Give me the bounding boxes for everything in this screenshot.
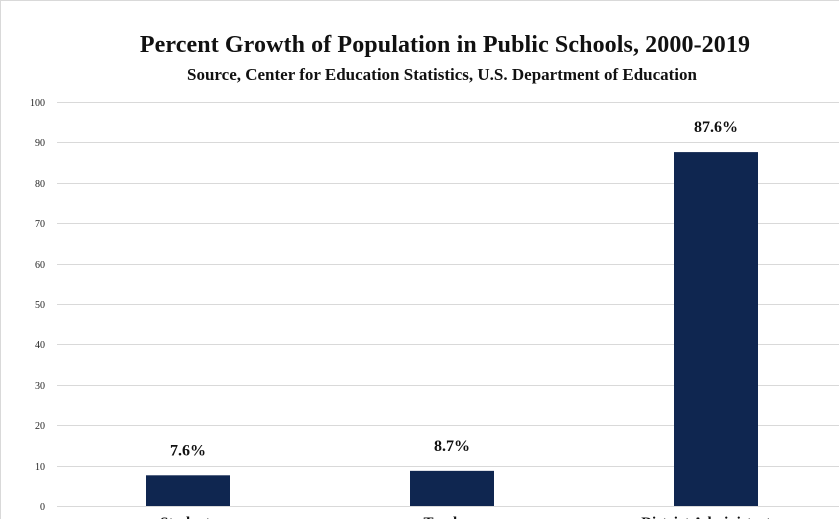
y-tick-label: 40 xyxy=(35,340,45,351)
data-labels: 7.6% 8.7% 87.6% xyxy=(170,119,738,459)
y-tick-label: 10 xyxy=(35,462,45,473)
y-tick-label: 80 xyxy=(35,179,45,190)
category-label: District Administrators xyxy=(641,515,791,519)
y-tick-label: 0 xyxy=(40,502,45,513)
bar-district-administrators xyxy=(674,152,758,506)
data-label: 8.7% xyxy=(434,438,470,455)
y-tick-label: 70 xyxy=(35,219,45,230)
data-label: 7.6% xyxy=(170,442,206,459)
data-label: 87.6% xyxy=(694,119,738,136)
category-labels: Students Teachers District Administrators xyxy=(160,515,791,519)
chart-subtitle: Source, Center for Education Statistics,… xyxy=(187,65,697,84)
y-tick-label: 30 xyxy=(35,381,45,392)
chart-title: Percent Growth of Population in Public S… xyxy=(139,32,751,58)
bars xyxy=(146,152,758,506)
bar-students xyxy=(146,475,230,506)
y-tick-label: 50 xyxy=(35,300,45,311)
y-tick-label: 60 xyxy=(35,260,45,271)
category-label: Teachers xyxy=(424,515,481,519)
category-label: Students xyxy=(160,515,216,519)
bar-teachers xyxy=(410,470,494,506)
y-tick-label: 90 xyxy=(35,138,45,149)
y-axis-ticks: 0 10 20 30 40 50 60 70 80 90 100 xyxy=(30,98,45,513)
y-tick-label: 100 xyxy=(30,98,45,109)
y-tick-label: 20 xyxy=(35,421,45,432)
